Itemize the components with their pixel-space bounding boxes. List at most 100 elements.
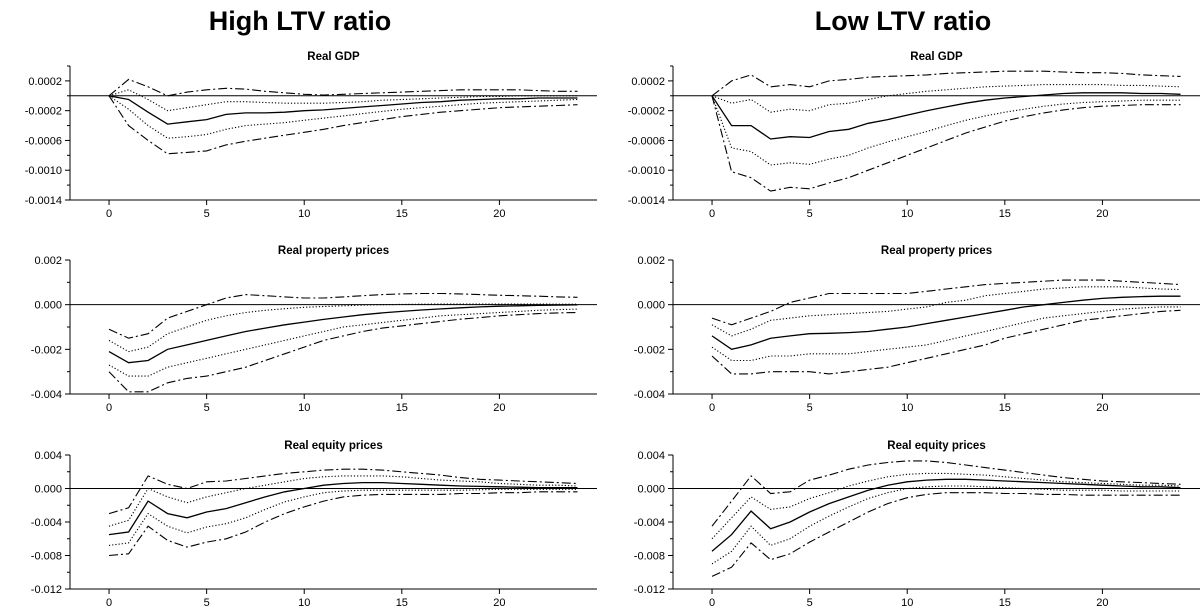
low-real-equity-prices-dashdot-line-4	[711, 492, 1181, 577]
high-real-property-prices-dashdot-line-3	[108, 292, 578, 339]
chart-panel-high-gdp: Real GDP 0.0002 -0.0002 -0.0006 -0.0010 -0.00…	[25, 51, 597, 220]
chart-panel-high-equity: Real equity prices 0.004 0.000 -0.004 -0.008…	[31, 440, 597, 609]
low-real-gdp-dashdot-line-4	[711, 95, 1181, 192]
low-real-equity-prices-dashdot-line-3	[711, 460, 1181, 527]
high-real-equity-prices-dotted-line-1	[108, 475, 578, 527]
y-tick-label: 0.002	[34, 255, 62, 267]
x-tick-label: 20	[1096, 402, 1108, 414]
x-tick-label: 20	[1096, 597, 1108, 609]
high-real-gdp-solid-line-0	[108, 95, 578, 125]
low-real-property-prices-dotted-line-1	[711, 286, 1181, 337]
y-tick-label: -0.0014	[25, 195, 62, 207]
x-tick-label: 5	[204, 597, 210, 609]
x-tick-label: 0	[709, 402, 715, 414]
x-tick-label: 5	[807, 597, 813, 609]
y-tick-label: -0.002	[634, 344, 665, 356]
x-tick-label: 15	[396, 208, 408, 220]
chart-title: Real property prices	[881, 245, 992, 257]
y-tick-label: -0.012	[634, 584, 665, 596]
low-real-property-prices-dotted-line-2	[711, 306, 1181, 362]
x-tick-label: 15	[396, 402, 408, 414]
y-tick-label: -0.0010	[628, 165, 665, 177]
high-real-equity-prices-solid-line-0	[108, 481, 578, 536]
y-tick-label: 0.000	[34, 300, 62, 312]
x-tick-label: 15	[999, 597, 1011, 609]
x-tick-label: 20	[493, 597, 505, 609]
y-tick-label: -0.0002	[25, 106, 62, 118]
y-tick-label: -0.004	[634, 389, 665, 401]
x-tick-label: 20	[493, 402, 505, 414]
chart-title: Real equity prices	[887, 440, 985, 452]
y-tick-label: -0.004	[31, 517, 62, 529]
y-tick-label: 0.000	[637, 484, 665, 496]
y-tick-label: -0.008	[634, 551, 665, 563]
high-real-equity-prices-dotted-line-2	[108, 488, 578, 546]
y-tick-label: -0.0006	[25, 135, 62, 147]
chart-panel-low-property: Real property prices 0.002 0.000 -0.002 -0.0…	[634, 245, 1200, 414]
y-tick-label: -0.002	[31, 344, 62, 356]
low-real-equity-prices-solid-line-0	[711, 478, 1181, 552]
high-real-equity-prices-dashdot-line-4	[108, 491, 578, 557]
x-tick-label: 0	[709, 597, 715, 609]
chart-panel-high-property: Real property prices 0.002 0.000 -0.002 -0.0…	[31, 245, 597, 414]
y-tick-label: -0.0010	[25, 165, 62, 177]
x-tick-label: 5	[807, 402, 813, 414]
chart-title: Real GDP	[910, 51, 963, 63]
x-tick-label: 10	[298, 208, 310, 220]
x-tick-label: 5	[204, 402, 210, 414]
y-tick-label: -0.004	[31, 389, 62, 401]
x-tick-label: 0	[709, 208, 715, 220]
high-real-property-prices-dotted-line-1	[108, 303, 578, 353]
y-tick-label: -0.008	[31, 551, 62, 563]
y-tick-label: 0.002	[637, 255, 665, 267]
high-real-property-prices-dashdot-line-4	[108, 311, 578, 393]
high-real-equity-prices-dashdot-line-3	[108, 468, 578, 515]
chart-title: Real GDP	[307, 51, 360, 63]
x-tick-label: 15	[999, 208, 1011, 220]
y-tick-label: 0.000	[34, 484, 62, 496]
high-real-property-prices-dotted-line-2	[108, 308, 578, 377]
x-tick-label: 10	[298, 597, 310, 609]
x-tick-label: 5	[807, 208, 813, 220]
y-tick-label: 0.0002	[631, 76, 665, 88]
high-real-gdp-dotted-line-1	[108, 89, 578, 112]
y-tick-label: -0.0002	[628, 106, 665, 118]
column-title-high-ltv: High LTV ratio	[208, 6, 392, 36]
x-tick-label: 0	[106, 402, 112, 414]
low-real-property-prices-solid-line-0	[711, 295, 1181, 350]
low-real-property-prices-dashdot-line-3	[711, 279, 1181, 326]
y-tick-label: 0.0002	[28, 76, 62, 88]
y-tick-label: -0.0014	[628, 195, 665, 207]
chart-title: Real property prices	[278, 245, 389, 257]
column-title-low-ltv: Low LTV ratio	[814, 6, 992, 36]
x-tick-label: 20	[1096, 208, 1108, 220]
high-real-property-prices-solid-line-0	[108, 304, 578, 364]
x-tick-label: 5	[204, 208, 210, 220]
y-tick-label: 0.000	[637, 300, 665, 312]
chart-panel-low-gdp: Real GDP 0.0002 -0.0002 -0.0006 -0.0010 -0.00…	[628, 51, 1200, 220]
y-tick-label: -0.004	[634, 517, 665, 529]
low-real-equity-prices-dotted-line-2	[711, 485, 1181, 565]
low-real-equity-prices-dotted-line-1	[711, 472, 1181, 540]
high-real-gdp-dashdot-line-4	[108, 95, 578, 155]
x-tick-label: 10	[298, 402, 310, 414]
x-tick-label: 10	[901, 402, 913, 414]
high-real-gdp-dashdot-line-3	[108, 78, 578, 97]
low-real-gdp-dotted-line-2	[711, 95, 1181, 166]
y-tick-label: 0.004	[34, 450, 62, 462]
x-tick-label: 15	[999, 402, 1011, 414]
chart-panel-low-equity: Real equity prices 0.004 0.000 -0.004 -0.008…	[634, 440, 1200, 609]
y-tick-label: -0.012	[31, 584, 62, 596]
low-real-property-prices-dashdot-line-4	[711, 309, 1181, 375]
x-tick-label: 0	[106, 597, 112, 609]
high-real-gdp-dotted-line-2	[108, 95, 578, 139]
low-real-gdp-dotted-line-1	[711, 84, 1181, 113]
x-tick-label: 20	[493, 208, 505, 220]
x-tick-label: 0	[106, 208, 112, 220]
chart-title: Real equity prices	[284, 440, 382, 452]
y-tick-label: -0.0006	[628, 135, 665, 147]
x-tick-label: 10	[901, 208, 913, 220]
y-tick-label: 0.004	[637, 450, 665, 462]
x-tick-label: 10	[901, 597, 913, 609]
low-real-gdp-dashdot-line-3	[711, 70, 1181, 97]
